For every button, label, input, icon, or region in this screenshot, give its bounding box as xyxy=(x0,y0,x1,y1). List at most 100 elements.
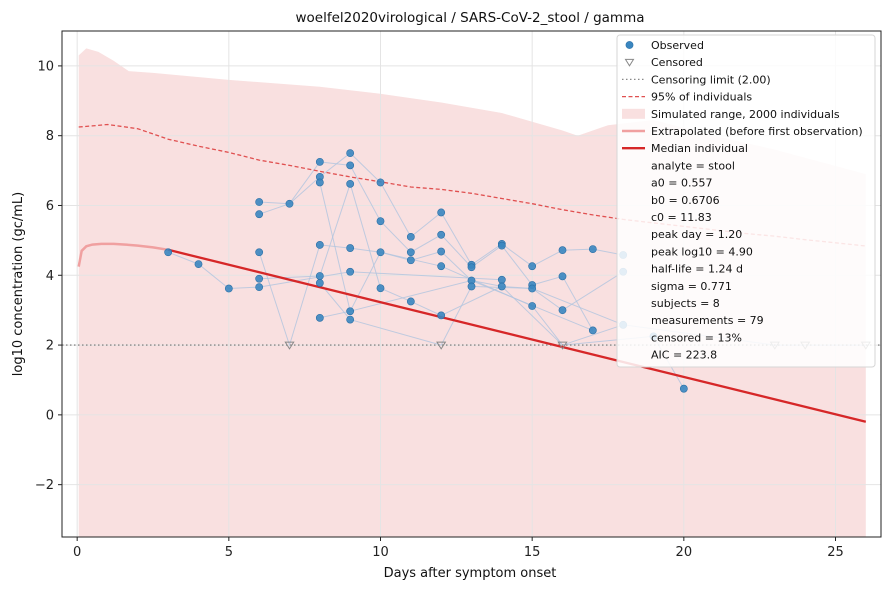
censored-point xyxy=(557,341,568,350)
legend-entry: Censored xyxy=(651,56,703,69)
observed-point xyxy=(437,208,446,217)
legend-entry: Censoring limit (2.00) xyxy=(651,73,771,86)
legend-entry: Extrapolated (before first observation) xyxy=(651,125,863,138)
y-tick-label: −2 xyxy=(35,478,54,493)
observed-point xyxy=(588,245,597,254)
x-tick-label: 5 xyxy=(225,545,233,560)
observed-point xyxy=(528,262,537,271)
legend-entry: subjects = 8 xyxy=(651,297,720,310)
legend-entry: AIC = 223.8 xyxy=(651,349,717,362)
observed-point xyxy=(346,161,355,170)
observed-point xyxy=(588,326,597,335)
legend-entry: analyte = stool xyxy=(651,159,735,172)
observed-point xyxy=(346,315,355,324)
observed-point xyxy=(497,275,506,284)
axis-ticks: 0 5 10 15 20 25 −2 0 2 4 6 8 10 xyxy=(35,59,844,560)
y-tick-label: 6 xyxy=(46,199,54,214)
censored-point xyxy=(284,341,295,350)
observed-point xyxy=(315,178,324,187)
legend-box xyxy=(616,34,876,368)
observed-point xyxy=(255,248,264,257)
observed-point xyxy=(558,272,567,281)
p95-line xyxy=(78,123,866,247)
observed-point xyxy=(346,307,355,316)
observed-point xyxy=(406,297,415,306)
legend-entry: c0 = 11.83 xyxy=(651,211,712,224)
y-tick-label: 8 xyxy=(46,129,54,144)
observed-point xyxy=(315,157,324,166)
legend-entry: Observed xyxy=(651,39,704,52)
observed-point xyxy=(437,262,446,271)
y-tick-label: 4 xyxy=(46,269,54,284)
observed-point xyxy=(346,244,355,252)
legend-entry: measurements = 79 xyxy=(651,314,764,327)
legend-entry: censored = 13% xyxy=(651,331,742,344)
observed-point xyxy=(376,248,385,257)
censored-point xyxy=(436,341,447,350)
observed-point xyxy=(437,230,446,239)
legend-entry: Median individual xyxy=(651,142,748,155)
legend-entry: a0 = 0.557 xyxy=(651,177,712,190)
y-tick-label: 10 xyxy=(37,59,54,74)
legend-marker-observed xyxy=(625,41,634,49)
observed-point xyxy=(285,199,294,208)
legend-entry: half-life = 1.24 d xyxy=(651,263,743,276)
observed-point xyxy=(437,247,446,256)
y-tick-label: 0 xyxy=(46,408,54,423)
observed-point xyxy=(406,248,415,257)
observed-point xyxy=(437,311,446,320)
observed-point xyxy=(255,283,264,292)
observed-point xyxy=(406,232,415,241)
observed-point xyxy=(346,149,355,158)
observed-point xyxy=(376,217,385,226)
observed-point xyxy=(497,282,506,291)
observed-point xyxy=(255,210,264,219)
observed-point xyxy=(497,241,506,250)
legend-entry: b0 = 0.6706 xyxy=(651,194,720,207)
x-tick-label: 0 xyxy=(73,545,81,560)
observed-point xyxy=(679,384,688,393)
x-tick-label: 25 xyxy=(827,545,844,560)
observed-point xyxy=(346,179,355,188)
legend-entry: peak day = 1.20 xyxy=(651,228,742,241)
observed-point xyxy=(224,284,233,293)
y-tick-label: 2 xyxy=(46,339,54,354)
observed-point xyxy=(467,282,476,291)
extrapolated-curve xyxy=(77,242,169,267)
observed-point xyxy=(406,256,415,265)
median-line xyxy=(167,248,867,423)
observed-point xyxy=(376,284,385,293)
legend-entry: Simulated range, 2000 individuals xyxy=(651,108,840,121)
x-tick-label: 20 xyxy=(676,545,693,560)
plot-frame xyxy=(61,30,882,538)
observed-point xyxy=(194,260,203,269)
observed-point xyxy=(528,302,537,310)
observed-point xyxy=(315,313,324,322)
observed-point xyxy=(164,248,173,257)
x-axis-label: Days after symptom onset xyxy=(384,566,557,581)
observed-point xyxy=(558,306,567,315)
x-tick-label: 15 xyxy=(524,545,541,560)
observed-point xyxy=(255,198,264,206)
observed-point xyxy=(346,267,355,276)
chart-title: woelfel2020virological / SARS-CoV-2_stoo… xyxy=(295,10,644,26)
observed-point xyxy=(315,279,324,287)
legend-marker-censored xyxy=(624,58,635,67)
x-tick-label: 10 xyxy=(372,545,389,560)
observed-point xyxy=(528,284,537,293)
legend-entry: sigma = 0.771 xyxy=(651,280,732,293)
subject-trajectory xyxy=(258,244,624,347)
observed-point xyxy=(558,246,567,255)
subject-trajectory xyxy=(168,251,502,290)
y-axis-label: log10 concentration (gc/mL) xyxy=(11,192,26,377)
legend-marker-range xyxy=(622,108,645,119)
legend: Observed Censored Censoring limit (2.00) 95… xyxy=(616,34,876,368)
observed-point xyxy=(255,274,264,283)
legend-entry: peak log10 = 4.90 xyxy=(651,245,753,258)
observed-point xyxy=(315,241,324,249)
observed-point xyxy=(376,178,385,187)
observed-point xyxy=(315,272,324,280)
subject-trajectory xyxy=(259,161,594,331)
legend-entry: 95% of individuals xyxy=(651,91,752,104)
